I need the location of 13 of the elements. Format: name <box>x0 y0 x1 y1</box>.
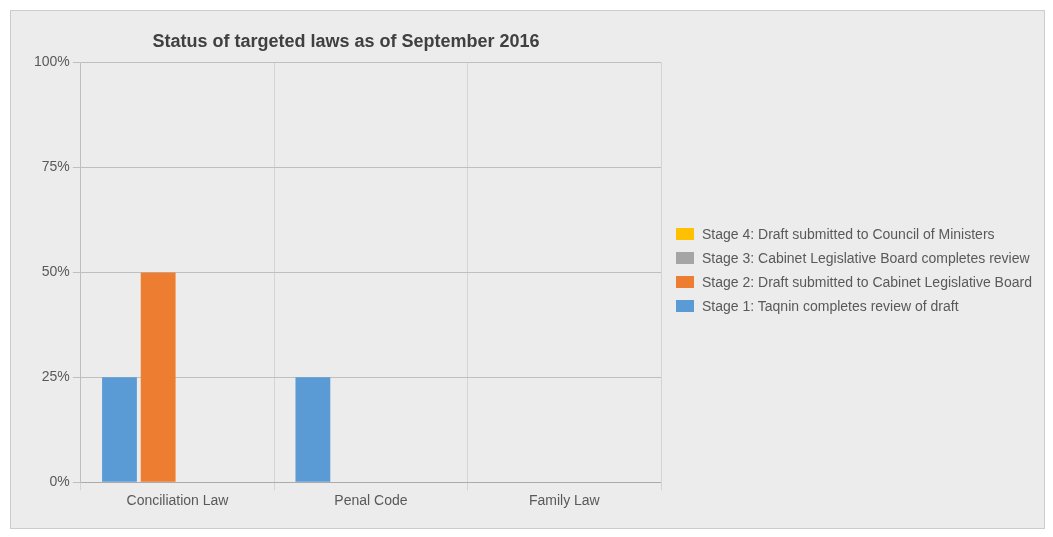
x-tick-label: Family Law <box>528 492 601 509</box>
y-tick-label: 0% <box>49 473 70 490</box>
y-tick-label: 100% <box>33 53 70 70</box>
legend-label: Stage 4: Draft submitted to Council of Ministers <box>702 225 995 242</box>
legend-label: Stage 3: Cabinet Legislative Board completes review <box>702 249 1030 266</box>
legend-label: Stage 1: Taqnin completes review of draft <box>702 297 959 314</box>
y-tick-label: 75% <box>41 158 70 175</box>
y-tick-label: 25% <box>41 368 70 385</box>
legend-label: Stage 2: Draft submitted to Cabinet Legislative Board <box>702 273 1032 290</box>
chart-title: Status of targeted laws as of September 2016 <box>152 30 540 51</box>
x-tick-label: Conciliation Law <box>126 492 230 509</box>
y-tick-label: 50% <box>41 263 70 280</box>
x-tick-label: Penal Code <box>334 492 408 509</box>
